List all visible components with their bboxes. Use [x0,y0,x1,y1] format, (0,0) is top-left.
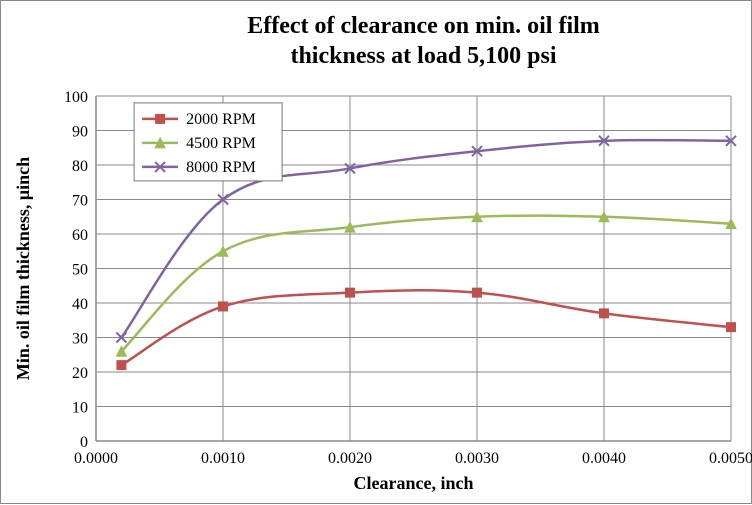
y-tick-label: 100 [64,89,88,106]
marker-square [346,288,355,297]
x-axis-label: Clearance, inch [354,473,474,493]
x-tick-label: 0.0040 [582,450,626,467]
y-tick-label: 50 [72,262,88,279]
x-tick-label: 0.0020 [328,450,372,467]
x-tick-label: 0.0030 [455,450,499,467]
y-tick-label: 60 [72,227,88,244]
y-tick-label: 70 [72,193,88,210]
series-line [121,290,731,365]
marker-square [727,323,736,332]
y-tick-label: 40 [72,296,88,313]
y-tick-label: 30 [72,331,88,348]
legend-label: 8000 RPM [186,159,256,176]
y-tick-label: 20 [72,365,88,382]
legend-label: 2000 RPM [186,111,256,128]
marker-square [473,288,482,297]
y-tick-label: 80 [72,158,88,175]
marker-square [156,114,165,123]
y-tick-label: 90 [72,124,88,141]
marker-square [117,361,126,370]
chart-title-line-1: thickness at load 5,100 psi [290,43,556,69]
chart-container: Effect of clearance on min. oil film thic… [0,0,752,504]
x-tick-label: 0.0010 [201,450,245,467]
y-tick-label: 10 [72,400,88,417]
y-tick-label: 0 [80,434,88,451]
x-tick-label: 0.0000 [74,450,118,467]
series-line [121,216,731,352]
legend-label: 4500 RPM [186,135,256,152]
x-tick-label: 0.0050 [709,450,752,467]
marker-square [219,302,228,311]
marker-triangle [218,246,228,256]
y-axis-label: Min. oil film thickness, μinch [13,157,33,380]
chart-svg: Effect of clearance on min. oil film thic… [1,1,752,505]
chart-title-line-0: Effect of clearance on min. oil film [247,13,600,39]
marker-square [600,309,609,318]
